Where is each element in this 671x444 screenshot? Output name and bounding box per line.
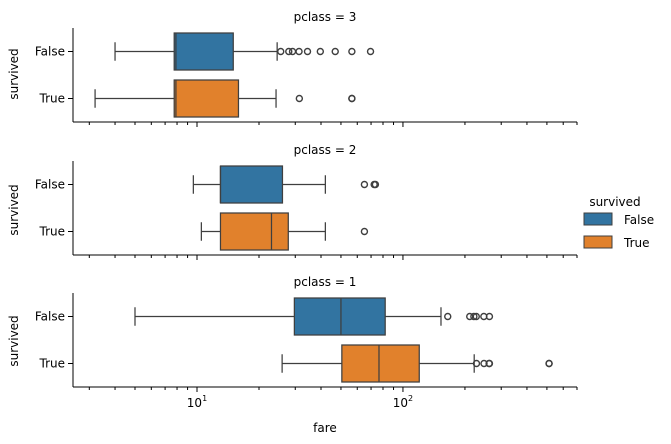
box-false (134, 297, 494, 336)
panel-title-3: pclass = 1 (294, 275, 357, 289)
box-true (200, 212, 369, 251)
outlier-point (472, 359, 481, 368)
y-tick-label-true: True (39, 92, 66, 106)
legend-label-true: True (623, 236, 650, 250)
outlier-point (303, 47, 312, 56)
outlier-point (444, 312, 452, 321)
x-tick-label-base: 10 (393, 396, 408, 410)
outlier-point (360, 180, 369, 189)
outlier-point (366, 47, 375, 56)
panel-title-1: pclass = 3 (294, 10, 357, 24)
outlier-point (470, 312, 478, 321)
iqr-box (173, 79, 240, 118)
box-false (192, 165, 380, 204)
y-tick-label-true: True (39, 357, 66, 371)
legend-swatch-false (583, 212, 613, 226)
legend-title: survived (589, 195, 640, 209)
y-tick-label-true: True (39, 225, 66, 239)
outlier-point (295, 47, 303, 56)
outlier-point (485, 359, 494, 368)
legend-swatch-true (583, 235, 613, 249)
outlier-point (331, 47, 339, 56)
outlier-point (485, 312, 494, 321)
y-tick-label-false: False (35, 310, 65, 324)
iqr-box (219, 165, 284, 204)
x-axis-label: fare (313, 421, 337, 435)
y-axis-label-panel-2: survived (7, 184, 21, 235)
outlier-point (277, 47, 285, 56)
outlier-point (285, 47, 293, 56)
x-tick-label: 101 (187, 394, 207, 410)
x-tick-label-base: 10 (187, 396, 202, 410)
panel-3: pclass = 1 False True (35, 275, 578, 392)
box-true (281, 344, 553, 383)
outlier-point (288, 47, 297, 56)
panel-1: pclass = 3 False True (35, 10, 578, 127)
outlier-point (316, 47, 325, 56)
box-true (94, 79, 356, 118)
y-axis-label-panel-1: survived (7, 48, 21, 99)
outlier-point (348, 47, 356, 56)
y-axis-label-panel-3: survived (7, 315, 21, 366)
outlier-point (348, 94, 356, 103)
iqr-box (293, 297, 386, 336)
legend: survived False True (583, 195, 654, 250)
outlier-point (295, 94, 304, 103)
outlier-point (545, 359, 553, 368)
panel-2: pclass = 2 False True (35, 143, 578, 260)
iqr-box (173, 32, 234, 71)
iqr-box (341, 344, 420, 383)
y-tick-label-false: False (35, 45, 65, 59)
x-tick-label: 102 (393, 394, 413, 410)
y-tick-label-false: False (35, 178, 65, 192)
outlier-point (472, 312, 480, 321)
outlier-point (371, 180, 380, 189)
iqr-box (219, 212, 289, 251)
panel-title-2: pclass = 2 (294, 143, 357, 157)
x-tick-label-exponent: 2 (408, 394, 413, 403)
box-false (114, 32, 375, 71)
outlier-point (360, 227, 369, 236)
legend-label-false: False (624, 213, 654, 227)
x-tick-label-exponent: 1 (202, 394, 207, 403)
